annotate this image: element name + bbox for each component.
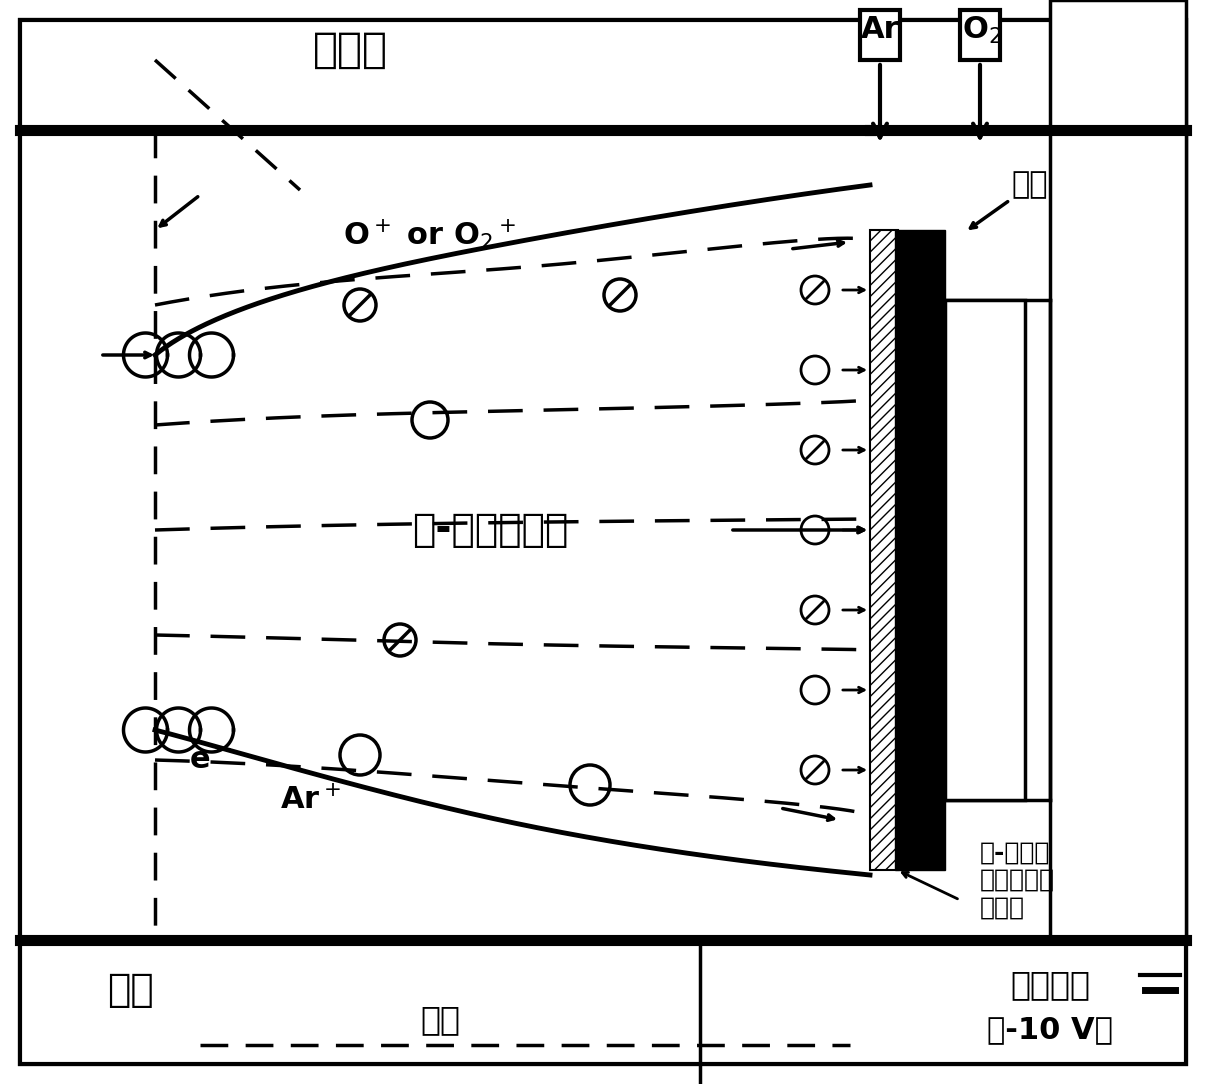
Bar xyxy=(946,300,1025,800)
Text: 地线: 地线 xyxy=(420,1004,459,1036)
Text: O$_2$: O$_2$ xyxy=(962,14,1002,46)
Text: Ar$^+$: Ar$^+$ xyxy=(280,786,340,814)
Bar xyxy=(960,10,1000,60)
Text: O$^+$ or O$_2$$^+$: O$^+$ or O$_2$$^+$ xyxy=(344,218,516,253)
Text: 磁线圈: 磁线圈 xyxy=(312,29,387,70)
Bar xyxy=(860,10,900,60)
Bar xyxy=(870,230,898,870)
Text: 基体: 基体 xyxy=(1012,170,1048,199)
Text: 基片偏压: 基片偏压 xyxy=(1009,968,1090,1002)
Text: Ar: Ar xyxy=(861,15,900,44)
Text: （-10 V）: （-10 V） xyxy=(987,1016,1113,1045)
Text: 氧-氩等离子体: 氧-氩等离子体 xyxy=(411,511,568,549)
Bar xyxy=(895,230,946,870)
Text: 腔体: 腔体 xyxy=(106,971,153,1009)
Text: 氧-氩等离
子体刻蚀后
的碳膜: 氧-氩等离 子体刻蚀后 的碳膜 xyxy=(980,840,1055,920)
Bar xyxy=(1050,0,1185,940)
Text: e$^-$: e$^-$ xyxy=(188,746,232,774)
